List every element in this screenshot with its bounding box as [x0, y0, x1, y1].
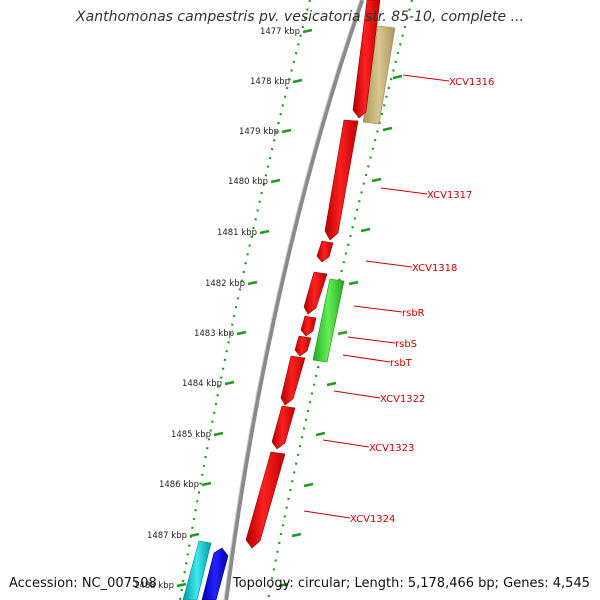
ruler-label: 1478 kbp: [250, 77, 290, 87]
gene-label[interactable]: XCV1318: [412, 263, 457, 274]
gene-arrow-red-3[interactable]: [316, 240, 334, 263]
genome-backbone: [223, 0, 365, 600]
ruler-tick: [281, 128, 292, 134]
track-tick: [337, 330, 348, 336]
ruler-tick: [259, 229, 270, 235]
accession-text: Accession: NC_007508: [9, 576, 157, 591]
gene-label-leader: [347, 336, 396, 344]
ruler-label: 1479 kbp: [239, 127, 279, 137]
track-tick: [392, 74, 403, 80]
gene-arrow-red-rsbT[interactable]: [294, 335, 312, 357]
gene-arrow-red-2[interactable]: [324, 119, 359, 241]
ruler-label: 1480 kbp: [228, 177, 268, 187]
gene-label-leader: [342, 354, 391, 363]
track-tick: [326, 381, 337, 387]
track-ticks: [278, 74, 403, 588]
gene-label[interactable]: XCV1322: [380, 394, 425, 405]
gene-label-leader: [333, 390, 381, 399]
gene-arrow-red-xcv1324[interactable]: [245, 451, 286, 549]
track-tick: [315, 431, 326, 437]
gene-arrow-red-xcv1322[interactable]: [280, 355, 306, 406]
ruler-tick: [247, 280, 258, 286]
gene-label[interactable]: XCV1317: [427, 190, 472, 201]
ruler-label: 1486 kbp: [159, 480, 199, 490]
ruler-label: 1488 kbp: [134, 581, 174, 591]
ruler-label: 1484 kbp: [182, 379, 222, 389]
gene-arrow-green[interactable]: [312, 278, 345, 363]
gene-arrow-cyan[interactable]: [182, 540, 212, 600]
gene-label[interactable]: rsbT: [390, 358, 413, 369]
track-tick: [291, 532, 302, 538]
ruler-label: 1477 kbp: [260, 27, 300, 37]
gene-label-leader: [380, 187, 428, 195]
ruler-tick: [302, 28, 313, 34]
ruler-tick: [176, 582, 187, 588]
gene-arrow-blue[interactable]: [201, 547, 229, 600]
forward-genes: [245, 0, 381, 549]
ruler-tick: [201, 481, 212, 487]
ruler-label: 1485 kbp: [171, 430, 211, 440]
gene-label[interactable]: XCV1323: [369, 443, 414, 454]
ruler-label: 1487 kbp: [147, 531, 187, 541]
ruler-tick: [236, 330, 247, 336]
ruler-dotted-line: [178, 0, 312, 600]
gene-label[interactable]: XCV1324: [350, 514, 395, 525]
gene-label[interactable]: rsbS: [395, 339, 417, 350]
gene-arrow-red-rsbR[interactable]: [303, 271, 328, 315]
feature-track-dotted-line: [266, 0, 414, 600]
ruler: 1477 kbp 1478 kbp 1479 kbp 1480 kbp 1481 kbp…: [134, 27, 313, 591]
ruler-tick: [270, 178, 281, 184]
ruler-label: 1482 kbp: [205, 279, 245, 289]
gene-arrow-red-rsbS[interactable]: [300, 315, 317, 337]
track-tick: [278, 582, 289, 588]
gene-labels: XCV1316 XCV1317 XCV1318 rsbR rsbS rsbT XCV1322…: [303, 74, 494, 525]
ruler-tick: [213, 431, 224, 437]
gene-label-leader: [353, 305, 403, 313]
ruler-label: 1481 kbp: [217, 228, 257, 238]
gene-rsb-green[interactable]: [312, 278, 345, 363]
gene-label-leader: [322, 439, 370, 448]
gene-label[interactable]: XCV1316: [449, 77, 494, 88]
genome-summary-text: Topology: circular; Length: 5,178,466 bp…: [232, 576, 590, 591]
gene-label-leader: [365, 260, 413, 268]
gene-arrow-red-xcv1323[interactable]: [271, 405, 296, 450]
track-tick: [303, 482, 314, 488]
ruler-tick: [292, 78, 303, 84]
ruler-label: 1483 kbp: [194, 329, 234, 339]
map-title: Xanthomonas campestris pv. vesicatoria s…: [76, 9, 524, 25]
track-tick: [360, 227, 371, 233]
track-tick: [371, 177, 382, 183]
track-tick: [382, 126, 393, 132]
track-tick: [348, 280, 359, 286]
gene-label-leader: [303, 510, 351, 519]
gene-label[interactable]: rsbR: [402, 308, 425, 319]
ruler-tick: [189, 532, 200, 538]
gene-arrow-red-1[interactable]: [352, 0, 381, 119]
gene-label-leader: [402, 74, 450, 82]
ruler-tick: [224, 380, 235, 386]
